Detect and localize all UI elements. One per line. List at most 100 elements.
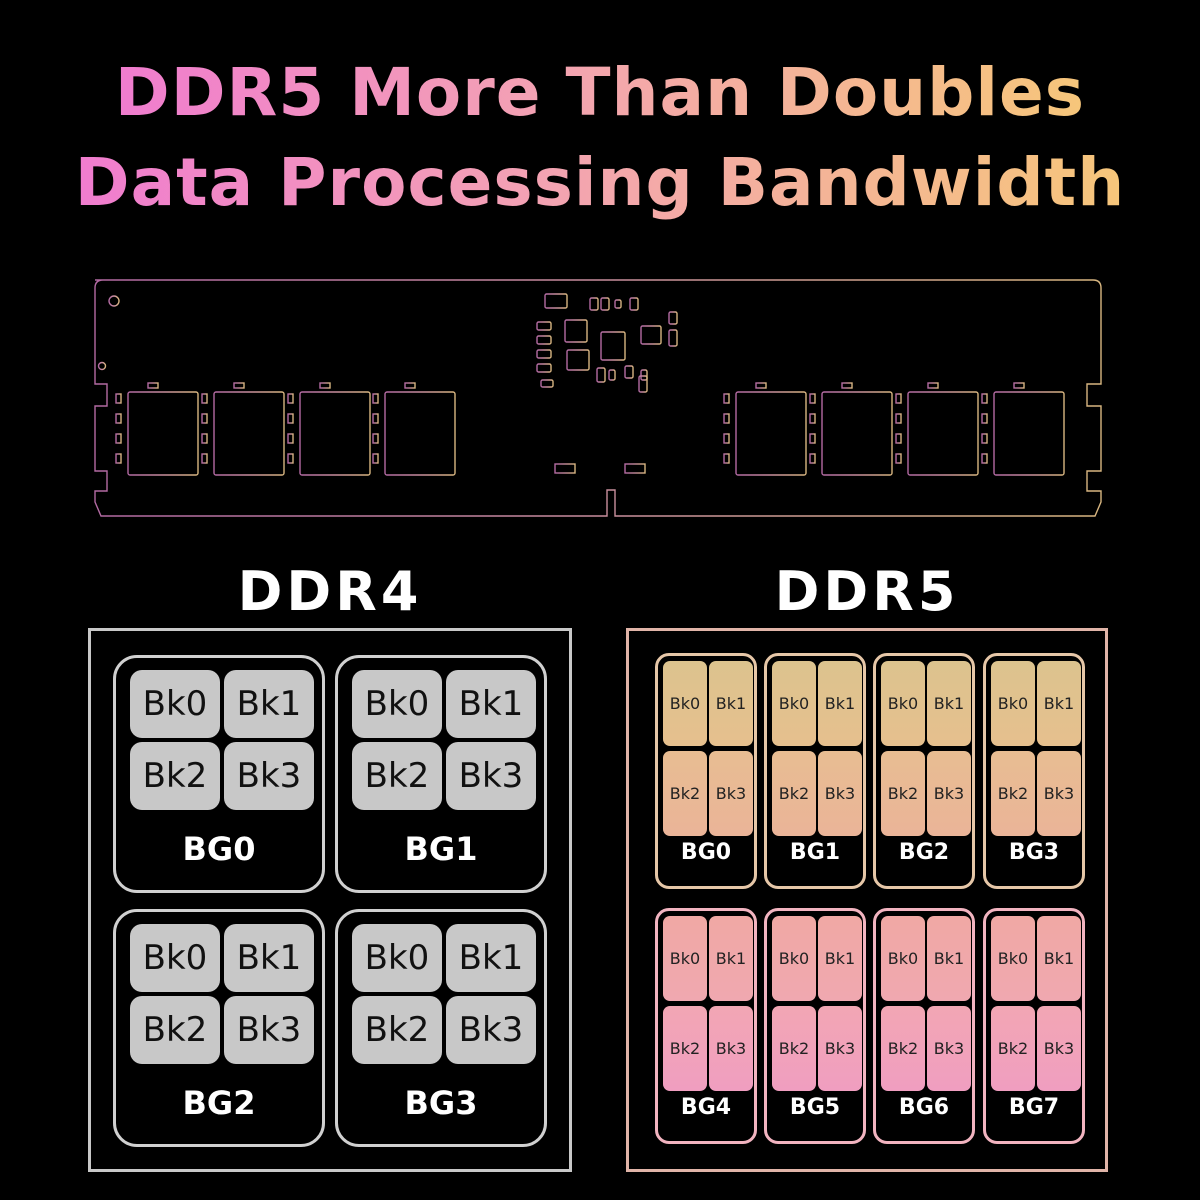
pmic-component bbox=[600, 331, 626, 361]
smd-resistor bbox=[981, 433, 988, 444]
smd-resistor bbox=[809, 433, 816, 444]
pcb-outline bbox=[94, 279, 1102, 517]
smd-resistor bbox=[115, 453, 122, 464]
pmic-component bbox=[536, 335, 552, 345]
headline-line2: Data Processing Bandwidth bbox=[74, 144, 1126, 221]
dram-chip bbox=[907, 391, 979, 476]
smd-resistor bbox=[895, 433, 902, 444]
smd-resistor bbox=[981, 413, 988, 424]
smd-resistor bbox=[201, 413, 208, 424]
dram-chip bbox=[735, 391, 807, 476]
ddr4-bank-group-0: Bk0 Bk1 Bk2 Bk3 BG0 bbox=[113, 655, 325, 893]
smd-resistor bbox=[287, 393, 294, 404]
pmic-component bbox=[540, 379, 554, 388]
smd-resistor bbox=[895, 453, 902, 464]
ddr5-bank: Bk2 bbox=[772, 1006, 816, 1091]
ddr4-bank: Bk3 bbox=[446, 996, 536, 1064]
smd-resistor bbox=[201, 433, 208, 444]
ddr5-bank: Bk2 bbox=[991, 751, 1035, 836]
ddr5-bank-group-label: BG0 bbox=[680, 840, 732, 865]
ddr4-bank: Bk0 bbox=[352, 670, 442, 738]
ddr5-bank: Bk1 bbox=[1037, 661, 1081, 746]
smd-capacitor bbox=[404, 382, 416, 389]
ddr4-title: DDR4 bbox=[237, 560, 423, 623]
ddr5-bank-group-label: BG7 bbox=[1008, 1095, 1060, 1120]
smd-resistor bbox=[981, 393, 988, 404]
headline: DDR5 More Than Doubles Data Processing B… bbox=[0, 48, 1200, 228]
ddr5-title: DDR5 bbox=[774, 560, 960, 623]
ddr4-bank: Bk2 bbox=[352, 742, 442, 810]
smd-capacitor bbox=[841, 382, 853, 389]
ddr4-bank-group-2: Bk0 Bk1 Bk2 Bk3 BG2 bbox=[113, 909, 325, 1147]
mounting-hole bbox=[97, 361, 107, 371]
ddr5-bank: Bk0 bbox=[772, 661, 816, 746]
dram-chip bbox=[127, 391, 199, 476]
smd-resistor bbox=[287, 433, 294, 444]
smd-resistor bbox=[895, 413, 902, 424]
ddr5-bank: Bk1 bbox=[709, 661, 753, 746]
smd-resistor bbox=[115, 413, 122, 424]
smd-resistor bbox=[372, 393, 379, 404]
smd-capacitor bbox=[147, 382, 159, 389]
pmic-component bbox=[614, 299, 622, 309]
smd-resistor bbox=[723, 393, 730, 404]
ddr5-bank: Bk2 bbox=[663, 1006, 707, 1091]
smd-resistor bbox=[372, 453, 379, 464]
smd-array bbox=[554, 463, 576, 474]
pmic-component bbox=[624, 365, 634, 379]
smd-resistor bbox=[287, 413, 294, 424]
ddr5-bank-group-4: Bk0 Bk1 Bk2 Bk3 BG4 bbox=[655, 908, 757, 1144]
ddr5-bank: Bk3 bbox=[818, 751, 862, 836]
ddr4-bank: Bk3 bbox=[224, 996, 314, 1064]
pmic-component bbox=[536, 321, 552, 331]
ddr5-bank-group-1: Bk0 Bk1 Bk2 Bk3 BG1 bbox=[764, 653, 866, 889]
smd-resistor bbox=[201, 453, 208, 464]
ddr5-bank: Bk3 bbox=[927, 1006, 971, 1091]
dram-chip bbox=[299, 391, 371, 476]
ddr5-bank: Bk3 bbox=[709, 1006, 753, 1091]
headline-line1: DDR5 More Than Doubles bbox=[114, 54, 1086, 131]
smd-resistor bbox=[723, 433, 730, 444]
ddr4-bank-group-1: Bk0 Bk1 Bk2 Bk3 BG1 bbox=[335, 655, 547, 893]
smd-resistor bbox=[809, 393, 816, 404]
ddr4-bank-group-label: BG3 bbox=[404, 1084, 478, 1122]
smd-resistor bbox=[723, 413, 730, 424]
ddr4-bank: Bk1 bbox=[224, 670, 314, 738]
smd-resistor bbox=[115, 433, 122, 444]
ddr5-bank: Bk2 bbox=[991, 1006, 1035, 1091]
pmic-component bbox=[536, 349, 552, 359]
ddr5-bank: Bk0 bbox=[663, 661, 707, 746]
ddr5-bank: Bk2 bbox=[881, 1006, 925, 1091]
ddr4-bank-group-label: BG2 bbox=[182, 1084, 256, 1122]
smd-resistor bbox=[809, 453, 816, 464]
ddr5-bank: Bk0 bbox=[772, 916, 816, 1001]
smd-array bbox=[624, 463, 646, 474]
ddr5-bank: Bk1 bbox=[818, 661, 862, 746]
ddr5-bank-group-label: BG5 bbox=[789, 1095, 841, 1120]
smd-resistor bbox=[981, 453, 988, 464]
smd-resistor bbox=[809, 413, 816, 424]
ddr4-panel: Bk0 Bk1 Bk2 Bk3 BG0 Bk0 Bk1 Bk2 Bk3 BG1 Bk0 Bk1 Bk2 B… bbox=[88, 628, 572, 1172]
ddr5-bank: Bk2 bbox=[663, 751, 707, 836]
ddr4-bank: Bk1 bbox=[224, 924, 314, 992]
smd-resistor bbox=[287, 453, 294, 464]
ddr5-bank-group-label: BG4 bbox=[680, 1095, 732, 1120]
ddr5-bank: Bk3 bbox=[709, 751, 753, 836]
ddr5-bank-group-label: BG2 bbox=[898, 840, 950, 865]
pmic-component bbox=[589, 297, 599, 311]
ddr5-bank-group-label: BG6 bbox=[898, 1095, 950, 1120]
ddr5-bank: Bk0 bbox=[881, 916, 925, 1001]
ddr4-bank: Bk1 bbox=[446, 924, 536, 992]
pmic-component bbox=[629, 297, 639, 311]
pmic-component bbox=[638, 375, 648, 393]
ddr5-bank: Bk2 bbox=[881, 751, 925, 836]
ddr5-bank: Bk1 bbox=[927, 916, 971, 1001]
ddr5-bank: Bk3 bbox=[818, 1006, 862, 1091]
smd-capacitor bbox=[233, 382, 245, 389]
ddr4-bank-group-label: BG1 bbox=[404, 830, 478, 868]
smd-resistor bbox=[372, 413, 379, 424]
dram-chip bbox=[993, 391, 1065, 476]
pmic-component bbox=[564, 319, 588, 343]
dram-chip bbox=[384, 391, 456, 476]
ddr5-panel: Bk0 Bk1 Bk2 Bk3 BG0 Bk0 Bk1 Bk2 Bk3 BG1 Bk0 Bk1 Bk2 B… bbox=[626, 628, 1108, 1172]
